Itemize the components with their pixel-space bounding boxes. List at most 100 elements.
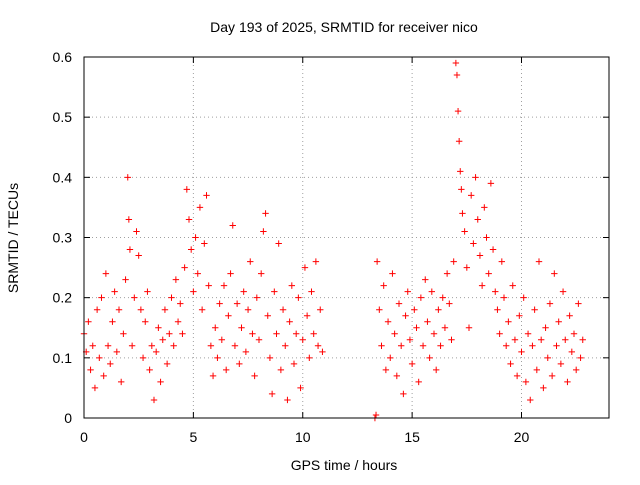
data-point [310, 330, 317, 337]
data-point [446, 300, 453, 307]
data-point [179, 330, 186, 337]
data-point [216, 300, 223, 307]
y-tick-label: 0.2 [53, 290, 73, 306]
data-point [284, 396, 291, 404]
data-point [303, 312, 311, 319]
data-point [527, 396, 534, 404]
data-point [279, 306, 287, 313]
data-point [450, 258, 457, 265]
data-point [111, 288, 118, 295]
data-point [559, 288, 567, 295]
data-point [306, 354, 313, 362]
data-point [579, 336, 586, 343]
data-point [301, 264, 309, 271]
data-point [496, 330, 503, 337]
data-point [391, 330, 398, 337]
data-point [170, 342, 177, 349]
data-point [372, 411, 380, 419]
data-point [168, 294, 175, 301]
data-point [131, 294, 138, 301]
data-point [159, 336, 166, 343]
data-point [198, 306, 206, 313]
data-point [483, 234, 490, 241]
y-tick-label: 0.1 [53, 350, 73, 366]
data-point [467, 192, 475, 199]
x-tick-label: 5 [189, 429, 197, 445]
data-point [107, 360, 114, 368]
data-point [266, 354, 274, 362]
data-point [546, 300, 554, 307]
data-point [148, 342, 156, 349]
data-point [125, 216, 133, 223]
data-point [205, 282, 212, 289]
data-point [458, 186, 465, 193]
data-point [166, 330, 173, 337]
data-point [187, 246, 195, 253]
data-point [507, 360, 514, 368]
data-point [275, 240, 282, 247]
data-point [212, 324, 219, 331]
data-point [225, 312, 232, 319]
data-point [150, 396, 158, 404]
data-point [548, 372, 556, 380]
data-point [476, 252, 484, 259]
data-point [417, 294, 425, 301]
data-point [378, 342, 385, 349]
data-point [93, 306, 101, 313]
data-point [384, 318, 392, 325]
data-point [273, 330, 280, 337]
data-point [152, 348, 160, 356]
data-point [494, 306, 501, 313]
data-point [295, 294, 302, 301]
data-point [209, 372, 217, 380]
data-point [551, 270, 558, 277]
data-point [524, 330, 532, 337]
y-axis-ticks: 0 0.1 0.2 0.3 0.4 0.5 0.6 [53, 49, 609, 426]
data-point [190, 288, 197, 295]
data-point [489, 246, 497, 253]
data-point [126, 246, 134, 253]
data-point [570, 330, 578, 337]
data-point [443, 270, 451, 277]
data-point [181, 264, 188, 271]
data-point [288, 282, 296, 289]
data-point [509, 282, 516, 289]
data-point [553, 342, 560, 349]
data-point [424, 318, 431, 325]
data-point [122, 276, 129, 283]
data-point [236, 360, 243, 368]
data-point [253, 294, 261, 301]
data-point [98, 294, 105, 301]
data-point [87, 366, 94, 374]
data-point [470, 240, 477, 247]
data-point [513, 372, 521, 380]
data-point [564, 378, 571, 386]
data-point [244, 306, 252, 313]
data-point [533, 366, 541, 374]
y-tick-label: 0 [64, 410, 72, 426]
y-tick-label: 0.3 [53, 230, 73, 246]
data-point [487, 180, 495, 187]
data-point [537, 336, 545, 343]
data-point [404, 288, 411, 295]
data-point [461, 228, 468, 235]
data-point [262, 210, 269, 217]
data-point [251, 372, 258, 380]
data-point [183, 186, 191, 193]
data-point [100, 372, 107, 380]
data-point [174, 318, 182, 325]
data-point [555, 318, 562, 325]
data-point [400, 390, 407, 398]
data-point [96, 354, 103, 362]
data-point [271, 288, 278, 295]
data-point [133, 228, 140, 235]
data-point [465, 324, 473, 331]
data-point [376, 306, 383, 313]
data-point [562, 336, 569, 343]
data-point [85, 318, 92, 325]
data-point [542, 324, 549, 331]
y-axis-label: SRMTID / TECUs [5, 183, 21, 293]
data-point [395, 300, 403, 307]
data-point [104, 342, 112, 349]
